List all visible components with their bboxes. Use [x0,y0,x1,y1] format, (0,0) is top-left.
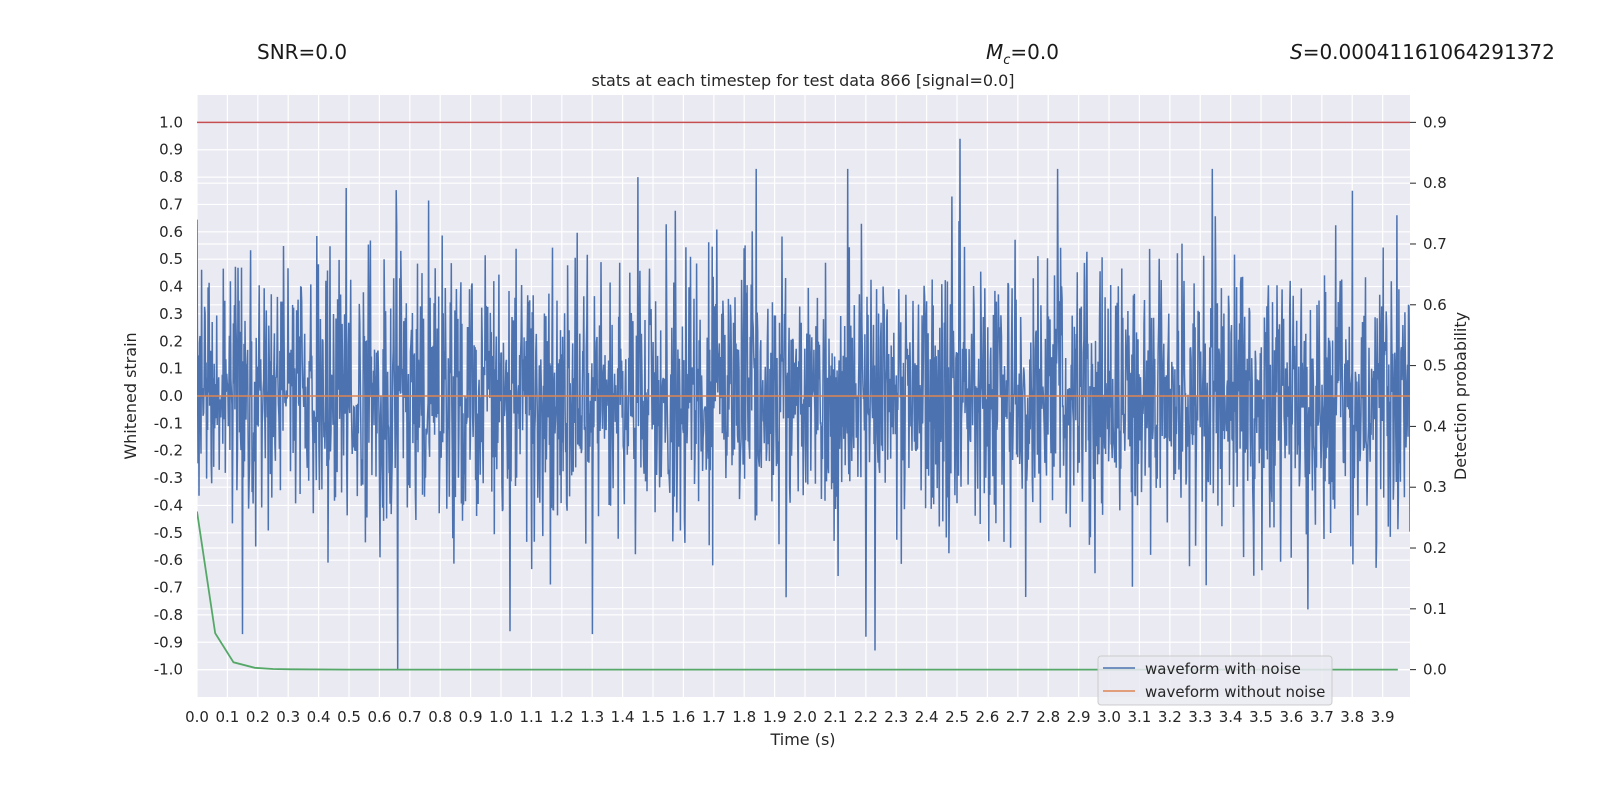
x-tick-label: 3.6 [1280,708,1304,726]
x-tick-label: 2.0 [793,708,817,726]
x-tick-label: 1.5 [641,708,665,726]
x-tick-label: 3.2 [1158,708,1182,726]
y-tick-label: 0.4 [159,278,183,296]
s-value: =0.00041161064291372 [1302,40,1555,64]
x-tick-label: 0.5 [337,708,361,726]
x-tick-label: 2.8 [1036,708,1060,726]
x-tick-label: 1.0 [489,708,513,726]
right-y-tick-label: 0.8 [1423,174,1447,192]
legend-label-noise: waveform with noise [1145,660,1301,678]
y-tick-label: -0.5 [154,524,183,542]
x-tick-label: 3.0 [1097,708,1121,726]
x-gridlines [196,95,1384,697]
right-y-tick-label: 0.4 [1423,417,1447,435]
x-tick-label: 0.4 [307,708,331,726]
y-axis-label: Whitened strain [121,332,140,459]
y-tick-label: -0.3 [154,469,183,487]
right-y-tick-label: 0.9 [1423,113,1447,131]
y-tick-label: 0.8 [159,168,183,186]
x-tick-label: 1.3 [580,708,604,726]
x-tick-label: 0.3 [276,708,300,726]
x-tick-label: 0.6 [367,708,391,726]
y-tick-label: 1.0 [159,113,183,131]
x-tick-label: 3.7 [1310,708,1334,726]
x-tick-label: 2.4 [915,708,939,726]
y-tick-label: 0.5 [159,250,183,268]
legend-box [1097,655,1333,706]
right-y-tick-label: 0.0 [1423,661,1447,679]
x-tick-label: 1.9 [763,708,787,726]
mc-value: =0.0 [1010,40,1059,64]
x-tick-label: 2.6 [975,708,999,726]
x-tick-label: 0.9 [459,708,483,726]
y-tick-label: -0.9 [154,633,183,651]
right-y-tick-label: 0.3 [1423,478,1447,496]
right-y-tick-label: 0.7 [1423,235,1447,253]
right-y-tick-labels: 0.9 0.8 0.7 0.6 0.5 0.4 0.3 0.2 0.1 0.0 [1410,113,1447,679]
x-tick-label: 3.8 [1340,708,1364,726]
right-y-tick-label: 0.6 [1423,296,1447,314]
y-tick-label: -0.4 [154,496,183,514]
right-y-tick-label: 0.2 [1423,539,1447,557]
x-tick-label: 3.3 [1188,708,1212,726]
y-tick-label: -1.0 [154,661,183,679]
x-tick-label: 2.9 [1067,708,1091,726]
x-tick-label: 2.5 [945,708,969,726]
noise-waveform-line [197,138,1410,670]
x-tick-label: 2.2 [854,708,878,726]
legend-label-clean: waveform without noise [1145,683,1325,701]
x-tick-label: 0.8 [428,708,452,726]
mc-subscript: c [1003,53,1011,68]
y-tick-label: 0.0 [159,387,183,405]
x-tick-label: 3.5 [1249,708,1273,726]
right-y-tick-label: 0.5 [1423,357,1447,375]
x-tick-label: 1.6 [671,708,695,726]
y-tick-label: 0.7 [159,195,183,213]
x-tick-label: 0.7 [398,708,422,726]
chirp-mass-label: Mc=0.0 [986,40,1059,68]
y-tick-label: -0.6 [154,551,183,569]
mc-symbol: M [986,40,1004,64]
x-tick-label: 2.3 [884,708,908,726]
y-tick-label: 0.3 [159,305,183,323]
x-tick-label: 0.1 [215,708,239,726]
y-tick-label: -0.2 [154,442,183,460]
y-tick-label: -0.1 [154,414,183,432]
y-tick-label: 0.1 [159,360,183,378]
x-tick-label: 1.2 [550,708,574,726]
s-symbol: S [1290,40,1303,64]
x-tick-label: 2.7 [1006,708,1030,726]
y-tick-label: 0.9 [159,141,183,159]
x-tick-label: 0.2 [246,708,270,726]
x-tick-label: 2.1 [823,708,847,726]
x-tick-label: 1.7 [702,708,726,726]
x-tick-label: 3.1 [1128,708,1152,726]
x-tick-label: 3.4 [1219,708,1243,726]
x-tick-label: 1.4 [611,708,635,726]
x-tick-label: 1.1 [519,708,543,726]
x-tick-label: 1.8 [732,708,756,726]
detection-probability-line [197,511,1398,671]
chart-title: stats at each timestep for test data 866… [591,71,1014,90]
x-tick-label: 3.9 [1371,708,1395,726]
x-tick-labels: 0.0 0.1 0.2 0.3 0.4 0.5 0.6 0.7 0.8 0.9 1.0 1.1 1.2 1… [185,708,1394,726]
right-y-tick-label: 0.1 [1423,600,1447,618]
x-axis-label: Time (s) [769,730,835,749]
snr-label: SNR=0.0 [257,40,348,64]
x-tick-label: 0.0 [185,708,209,726]
legend: waveform with noise waveform without noi… [1097,655,1333,706]
y-tick-labels: 1.0 0.9 0.8 0.7 0.6 0.5 0.4 0.3 0.2 0.1 0.0 -0.1 -0.… [154,113,183,678]
y-tick-label: -0.8 [154,606,183,624]
y-tick-label: -0.7 [154,579,183,597]
y-tick-label: 0.2 [159,332,183,350]
right-y-axis-label: Detection probability [1451,312,1470,480]
s-statistic-label: S=0.00041161064291372 [1290,40,1555,64]
y-tick-label: 0.6 [159,223,183,241]
